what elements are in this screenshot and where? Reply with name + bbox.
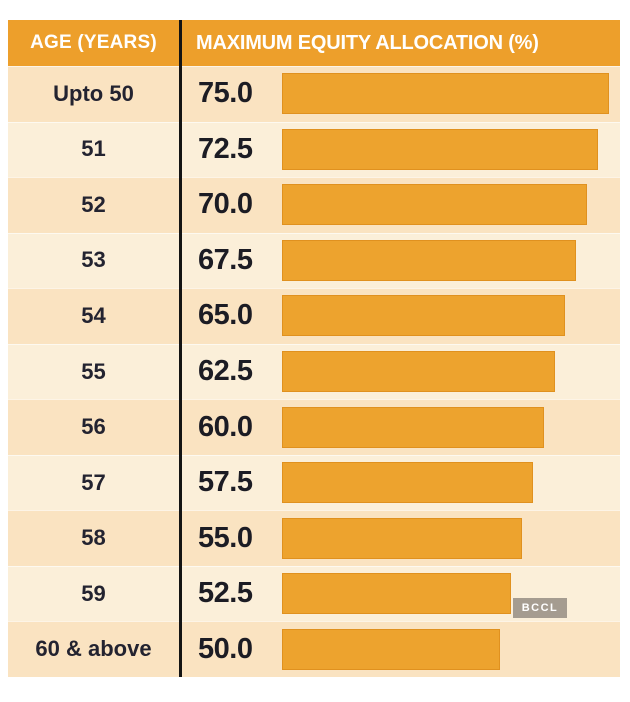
column-divider-line [179, 20, 182, 677]
age-cell: 55 [81, 358, 106, 384]
allocation-bar [282, 517, 522, 559]
bar-track [282, 462, 620, 504]
allocation-value-cell: 52.5 [198, 577, 253, 610]
age-cell: 51 [81, 136, 106, 162]
allocation-value-cell: 55.0 [198, 521, 253, 554]
age-cell: 60 & above [35, 636, 152, 662]
table-header-row: AGE (YEARS) MAXIMUM EQUITY ALLOCATION (%… [8, 20, 620, 66]
table-row: Upto 50 75.0 [8, 66, 620, 122]
table-row: 60 & above 50.0 [8, 621, 620, 678]
bar-track [282, 351, 620, 392]
allocation-bar [282, 628, 500, 670]
bar-track [282, 73, 620, 115]
table-row: 54 65.0 [8, 288, 620, 344]
allocation-bar [282, 73, 609, 115]
allocation-value-cell: 75.0 [198, 77, 253, 110]
table-row: 56 60.0 [8, 399, 620, 455]
allocation-value-cell: 57.5 [198, 466, 253, 499]
age-cell: 59 [81, 580, 106, 606]
table-row: 59 52.5 [8, 565, 620, 622]
table-row: 57 57.5 [8, 454, 620, 511]
allocation-value-cell: 70.0 [198, 188, 253, 221]
allocation-value-cell: 50.0 [198, 632, 253, 665]
allocation-value-cell: 65.0 [198, 299, 253, 332]
allocation-bar [282, 573, 511, 615]
age-cell: 57 [81, 469, 106, 495]
age-cell: 53 [81, 247, 106, 273]
allocation-value-cell: 60.0 [198, 410, 253, 443]
table-row: 55 62.5 [8, 343, 620, 400]
table-row: 51 72.5 [8, 121, 620, 178]
allocation-column-header: MAXIMUM EQUITY ALLOCATION (%) [182, 20, 620, 66]
bar-track [282, 128, 620, 170]
age-cell: 56 [81, 414, 106, 440]
table-row: 58 55.0 [8, 510, 620, 566]
bar-track [282, 295, 620, 337]
bar-track [282, 406, 620, 448]
age-cell: Upto 50 [53, 80, 134, 106]
allocation-value-cell: 67.5 [198, 243, 253, 276]
allocation-value-cell: 72.5 [198, 132, 253, 165]
equity-allocation-table: AGE (YEARS) MAXIMUM EQUITY ALLOCATION (%… [8, 20, 620, 678]
allocation-bar [282, 295, 565, 337]
age-cell: 52 [81, 191, 106, 217]
table-row: 52 70.0 [8, 177, 620, 233]
bccl-watermark-badge: BCCL [513, 598, 567, 618]
bar-track [282, 239, 620, 281]
allocation-bar [282, 351, 555, 392]
bar-track [282, 184, 620, 226]
age-cell: 54 [81, 302, 106, 328]
bar-track [282, 573, 620, 615]
allocation-bar [282, 462, 533, 504]
allocation-bar [282, 406, 544, 448]
allocation-value-cell: 62.5 [198, 355, 253, 387]
allocation-bar [282, 128, 598, 170]
allocation-bar [282, 239, 576, 281]
bar-track [282, 517, 620, 559]
table-row: 53 67.5 [8, 232, 620, 289]
age-column-header: AGE (YEARS) [8, 20, 179, 66]
age-cell: 58 [81, 525, 106, 551]
allocation-bar [282, 184, 587, 226]
table-body: Upto 50 75.0 51 72.5 52 70.0 53 67.5 54 … [8, 66, 620, 678]
bar-track [282, 628, 620, 670]
